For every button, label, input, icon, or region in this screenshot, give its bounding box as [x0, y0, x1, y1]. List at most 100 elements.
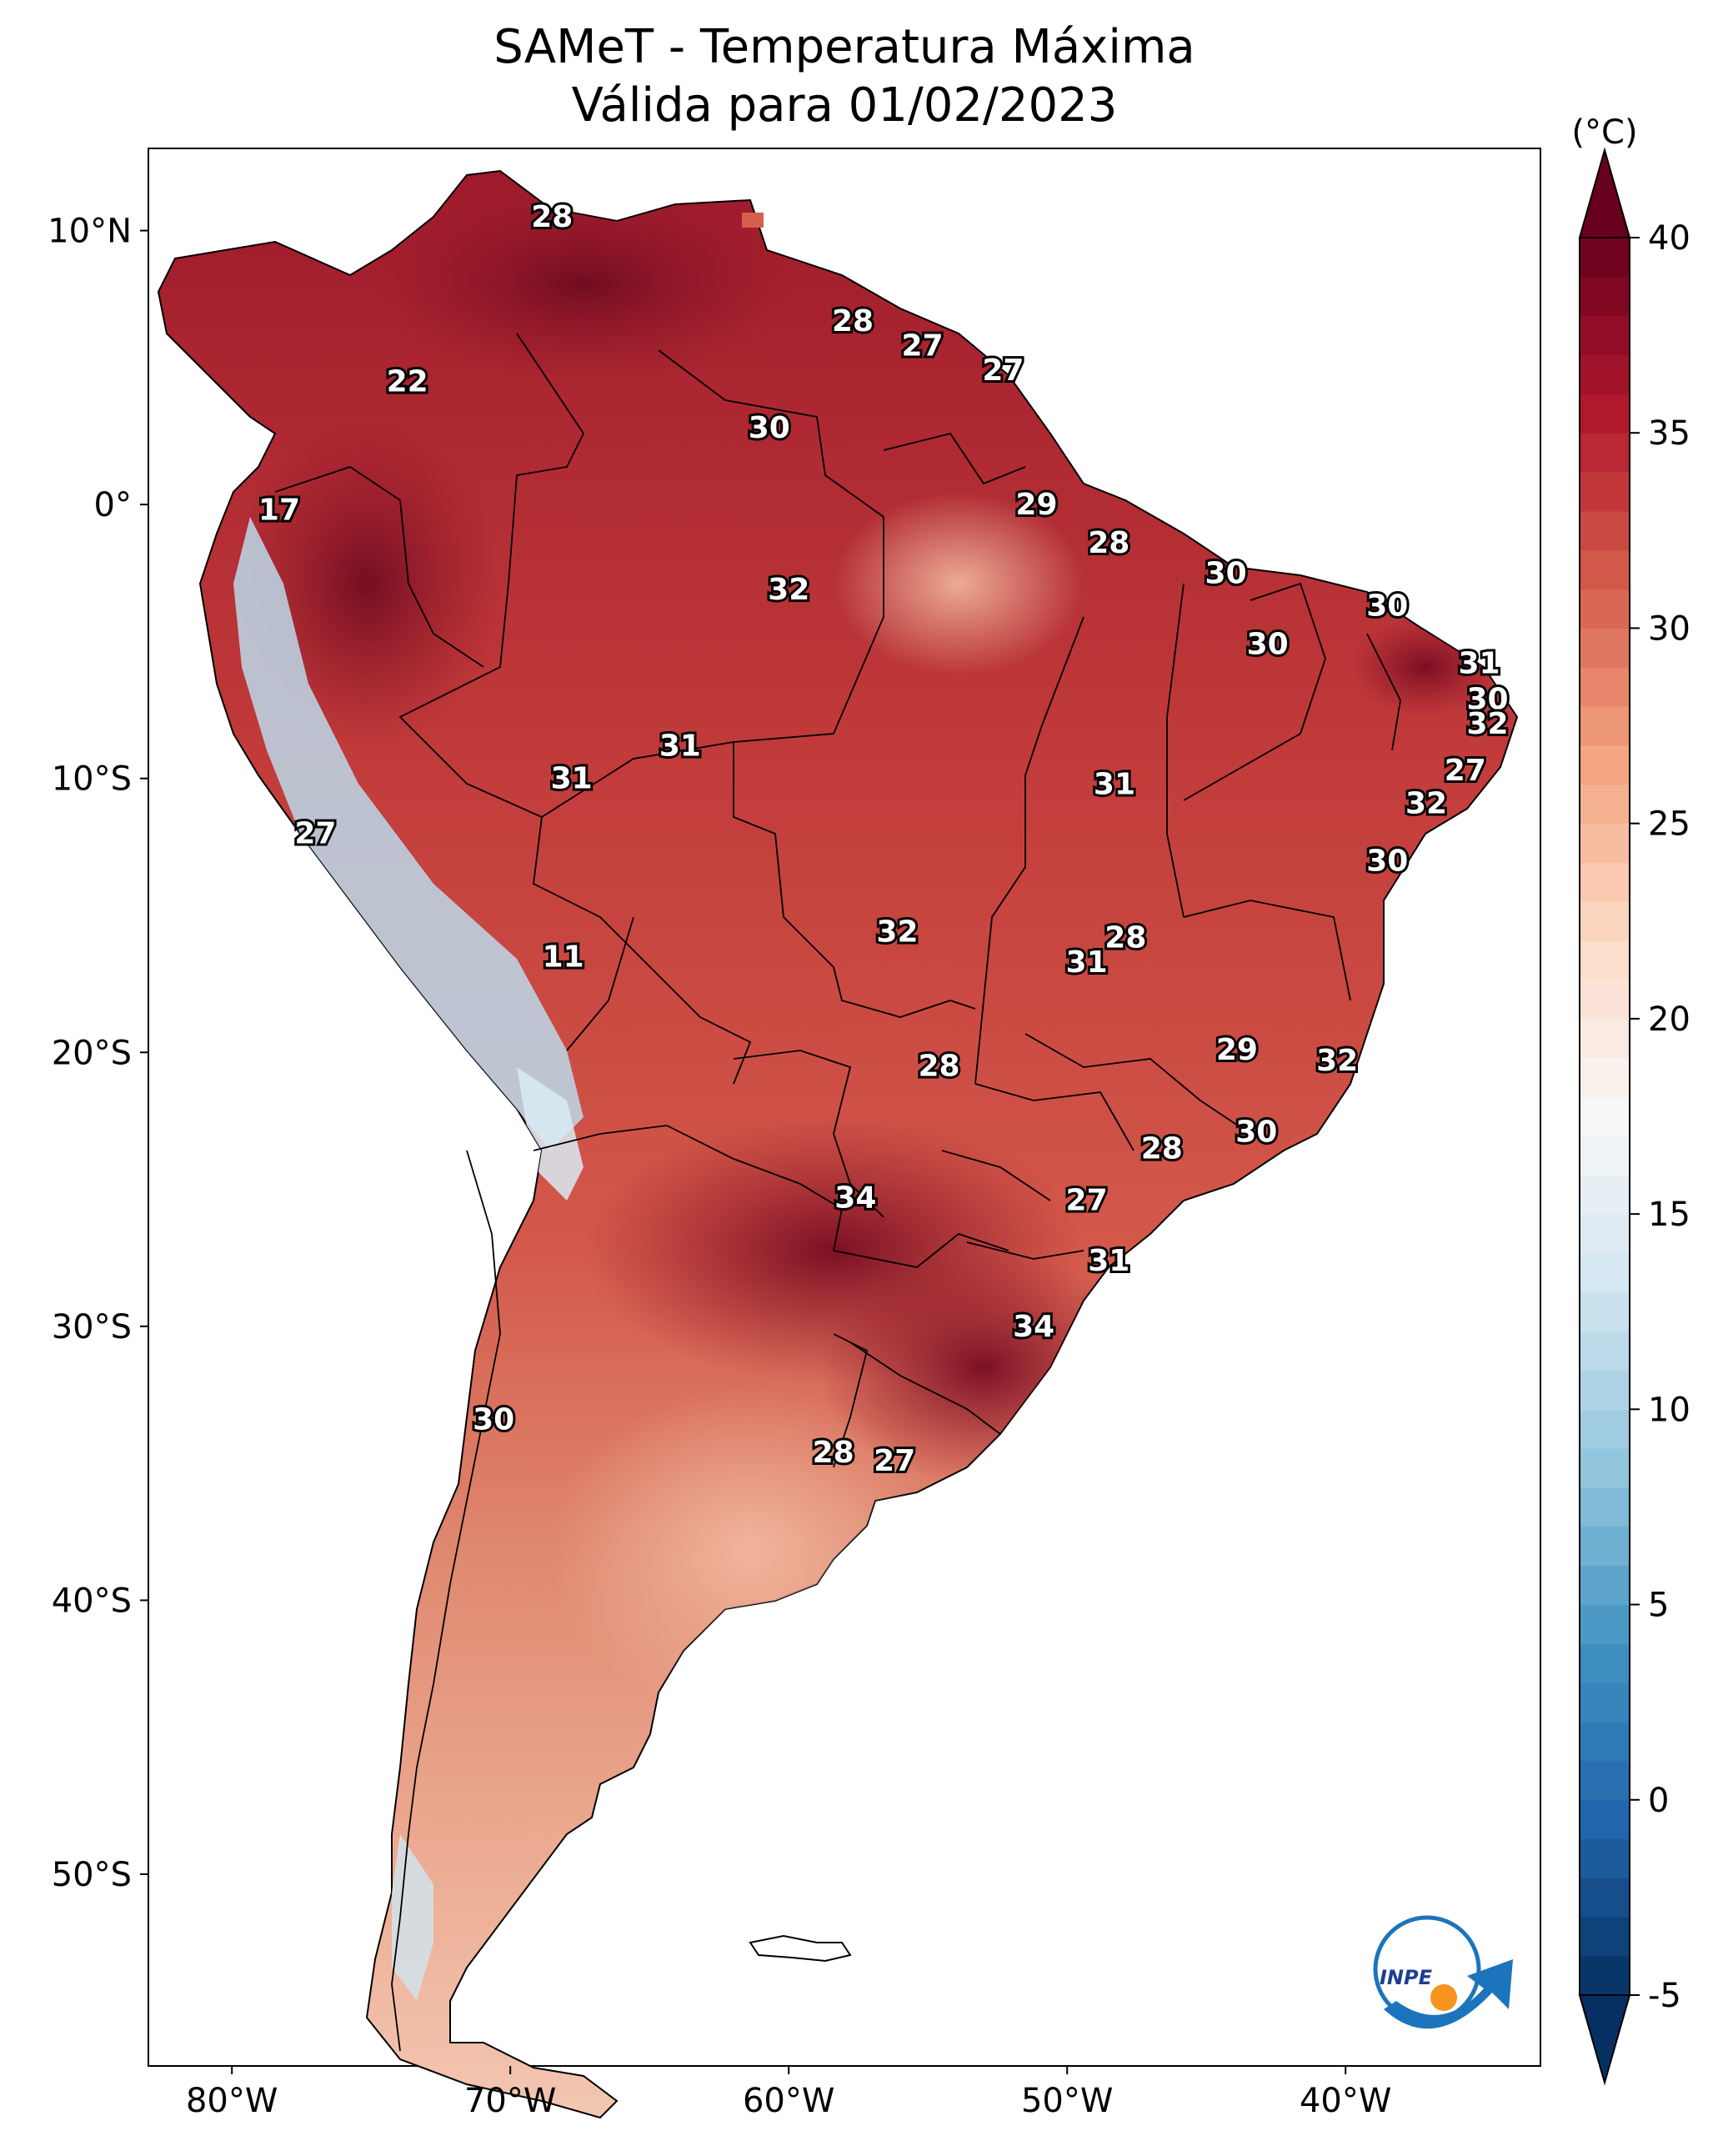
city-value-label: 30	[749, 411, 790, 445]
temperature-field	[157, 169, 1519, 2119]
colorbar-tick-label: 30	[1648, 609, 1690, 648]
city-value-label: 28	[1088, 526, 1129, 560]
colorbar-band	[1580, 1136, 1630, 1176]
city-value-label: 30	[1466, 682, 1508, 716]
colorbar-band	[1580, 1018, 1630, 1059]
inpe-logo: INPE	[1373, 1915, 1513, 2029]
colorbar-tick-label: 15	[1648, 1196, 1690, 1234]
city-value-label: 34	[834, 1181, 876, 1215]
colorbar-band	[1580, 1956, 1630, 1996]
colorbar-tick-label: -5	[1648, 1977, 1681, 2015]
lat-tick-label: 10°N	[48, 213, 132, 251]
city-value-label: 28	[531, 200, 573, 234]
lat-tick-label: 50°S	[52, 1856, 132, 1894]
city-value-label: 28	[1104, 920, 1146, 955]
city-value-label: 27	[874, 1444, 915, 1478]
colorbar-tick-label: 35	[1648, 414, 1690, 453]
colorbar-band	[1580, 1838, 1630, 1878]
lat-tick-label: 30°S	[52, 1308, 132, 1346]
colorbar-band	[1580, 628, 1630, 668]
city-value-label: 32	[768, 573, 809, 607]
city-value-label: 31	[551, 762, 593, 796]
city-value-label: 28	[1141, 1131, 1183, 1166]
colorbar-band	[1580, 667, 1630, 707]
city-value-label: 28	[832, 304, 874, 338]
colorbar-band	[1580, 510, 1630, 551]
colorbar-band	[1580, 1331, 1630, 1371]
colorbar-band	[1580, 1722, 1630, 1762]
city-value-label: 27	[1066, 1184, 1108, 1218]
colorbar-frame	[1579, 237, 1630, 1996]
colorbar-bottom-triangle	[1578, 1994, 1631, 2086]
colorbar-band	[1580, 238, 1630, 278]
colorbar-band	[1580, 745, 1630, 785]
colorbar-band	[1580, 784, 1630, 825]
city-value-label: 30	[1366, 589, 1408, 624]
colorbar-band	[1580, 354, 1630, 394]
city-value-labels: 2822172827273029283030303130322732303231…	[256, 198, 1511, 1481]
colorbar-tick-label: 10	[1648, 1391, 1690, 1429]
lon-tick-label: 60°W	[743, 2082, 834, 2120]
city-value-label: 28	[813, 1436, 854, 1470]
colorbar-band	[1580, 276, 1630, 317]
colorbar-band	[1580, 1175, 1630, 1215]
colorbar-band	[1580, 823, 1630, 864]
caribbean-island	[742, 213, 764, 228]
map-title: SAMeT - Temperatura Máxima	[493, 20, 1195, 74]
colorbar-tick-label: 25	[1648, 805, 1690, 844]
colorbar-band	[1580, 980, 1630, 1020]
colorbar-band	[1580, 472, 1630, 512]
city-value-label: 32	[1405, 786, 1447, 820]
colorbar-band	[1580, 549, 1630, 590]
colorbar-band	[1580, 1917, 1630, 1957]
colorbar-band	[1580, 1487, 1630, 1527]
logo-text: INPE	[1380, 1966, 1433, 1989]
city-value-label: 27	[1445, 754, 1486, 788]
colorbar-band	[1580, 706, 1630, 746]
colorbar-band	[1580, 1878, 1630, 1918]
colorbar-tick-label: 40	[1648, 219, 1690, 258]
lon-tick-label: 50°W	[1021, 2082, 1113, 2120]
andes-cool-band	[233, 517, 584, 1151]
lon-tick-label: 70°W	[464, 2082, 556, 2120]
city-value-label: 22	[387, 364, 428, 399]
political-borders	[274, 333, 1401, 2052]
city-value-label: 30	[1247, 628, 1289, 662]
colorbar-band	[1580, 1526, 1630, 1567]
city-value-label: 11	[543, 940, 584, 974]
falkland-islands	[749, 1934, 852, 1963]
latitude-axis: 10°N 0° 10°S 20°S 30°S 40°S 50°S	[48, 213, 148, 1894]
lon-tick-label: 40°W	[1300, 2082, 1391, 2120]
colorbar-tick-label: 5	[1648, 1587, 1669, 1625]
colorbar: (°C) 40 35 30 25 20 15 10 5 0 -5	[1571, 113, 1690, 2086]
lat-tick-label: 0°	[94, 486, 132, 524]
city-value-label: 30	[1235, 1116, 1277, 1150]
city-value-label: 31	[1066, 945, 1108, 980]
orange-dot-icon	[1430, 1984, 1457, 2011]
city-value-label: 31	[1088, 1244, 1129, 1278]
city-value-label: 30	[473, 1403, 514, 1437]
colorbar-band	[1580, 1214, 1630, 1254]
city-value-label: 30	[1366, 844, 1408, 878]
colorbar-band	[1580, 1370, 1630, 1410]
colorbar-band	[1580, 1799, 1630, 1840]
colorbar-tick-label: 0	[1648, 1782, 1669, 1820]
city-value-label: 32	[1466, 707, 1508, 741]
longitude-axis: 80°W 70°W 60°W 50°W 40°W	[186, 2066, 1391, 2120]
colorbar-band	[1580, 1291, 1630, 1332]
city-value-label: 29	[1015, 488, 1057, 522]
colorbar-band	[1580, 1252, 1630, 1293]
city-value-label: 32	[1316, 1044, 1358, 1078]
city-value-label: 27	[901, 329, 943, 364]
city-value-label: 31	[1458, 647, 1500, 681]
lat-tick-label: 10°S	[52, 760, 132, 799]
city-value-label: 17	[258, 494, 300, 528]
colorbar-band	[1580, 1604, 1630, 1644]
map-subtitle: Válida para 01/02/2023	[571, 78, 1118, 133]
lon-tick-label: 80°W	[186, 2082, 278, 2120]
city-value-label: 31	[1094, 767, 1135, 801]
colorbar-tick-label: 20	[1648, 1000, 1690, 1039]
colorbar-band	[1580, 1409, 1630, 1449]
colorbar-band	[1580, 901, 1630, 941]
